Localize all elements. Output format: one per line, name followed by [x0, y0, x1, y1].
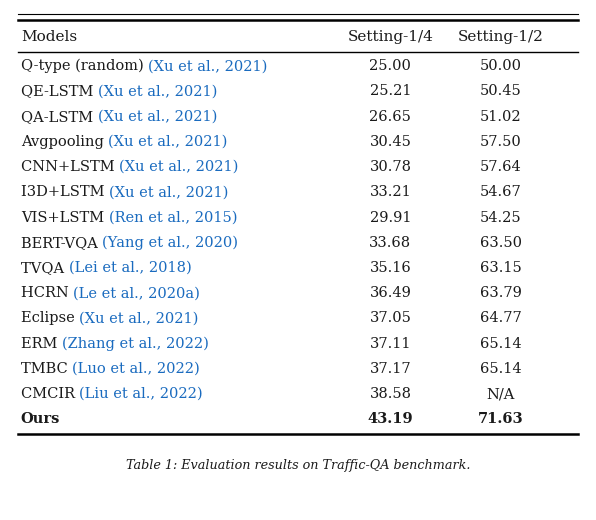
Text: 26.65: 26.65	[370, 110, 411, 124]
Text: (Xu et al., 2021): (Xu et al., 2021)	[98, 84, 217, 98]
Text: (Lei et al., 2018): (Lei et al., 2018)	[69, 261, 191, 275]
Text: (Xu et al., 2021): (Xu et al., 2021)	[98, 110, 217, 124]
Text: 37.05: 37.05	[370, 311, 411, 326]
Text: (Liu et al., 2022): (Liu et al., 2022)	[79, 387, 203, 401]
Text: 25.00: 25.00	[370, 59, 411, 73]
Text: 71.63: 71.63	[478, 412, 523, 426]
Text: 63.15: 63.15	[480, 261, 522, 275]
Text: 37.17: 37.17	[370, 362, 411, 376]
Text: 63.50: 63.50	[480, 236, 522, 250]
Text: (Luo et al., 2022): (Luo et al., 2022)	[72, 362, 200, 376]
Text: 54.67: 54.67	[480, 185, 522, 199]
Text: (Xu et al., 2021): (Xu et al., 2021)	[148, 59, 268, 73]
Text: 57.50: 57.50	[480, 135, 522, 149]
Text: 57.64: 57.64	[480, 160, 522, 174]
Text: 65.14: 65.14	[480, 362, 522, 376]
Text: 65.14: 65.14	[480, 336, 522, 350]
Text: (Xu et al., 2021): (Xu et al., 2021)	[79, 311, 198, 326]
Text: QA-LSTM: QA-LSTM	[21, 110, 98, 124]
Text: I3D+LSTM: I3D+LSTM	[21, 185, 109, 199]
Text: 29.91: 29.91	[370, 211, 411, 225]
Text: 33.21: 33.21	[370, 185, 411, 199]
Text: 35.16: 35.16	[370, 261, 411, 275]
Text: QE-LSTM: QE-LSTM	[21, 84, 98, 98]
Text: Table 1: Evaluation results on Traffic-QA benchmark.: Table 1: Evaluation results on Traffic-Q…	[126, 459, 470, 472]
Text: (Xu et al., 2021): (Xu et al., 2021)	[119, 160, 238, 174]
Text: VIS+LSTM: VIS+LSTM	[21, 211, 108, 225]
Text: HCRN: HCRN	[21, 286, 73, 300]
Text: Q-type (random): Q-type (random)	[21, 59, 148, 73]
Text: (Xu et al., 2021): (Xu et al., 2021)	[109, 185, 228, 199]
Text: (Le et al., 2020a): (Le et al., 2020a)	[73, 286, 200, 300]
Text: 43.19: 43.19	[368, 412, 413, 426]
Text: (Yang et al., 2020): (Yang et al., 2020)	[103, 236, 238, 250]
Text: (Ren et al., 2015): (Ren et al., 2015)	[108, 211, 237, 225]
Text: 33.68: 33.68	[370, 236, 411, 250]
Text: Ours: Ours	[21, 412, 60, 426]
Text: 64.77: 64.77	[480, 311, 522, 326]
Text: Models: Models	[21, 30, 77, 44]
Text: Eclipse: Eclipse	[21, 311, 79, 326]
Text: ERM: ERM	[21, 336, 62, 350]
Text: 38.58: 38.58	[370, 387, 411, 401]
Text: BERT-VQA: BERT-VQA	[21, 236, 103, 250]
Text: 36.49: 36.49	[370, 286, 411, 300]
Text: Avgpooling: Avgpooling	[21, 135, 108, 149]
Text: 30.78: 30.78	[370, 160, 411, 174]
Text: (Zhang et al., 2022): (Zhang et al., 2022)	[62, 336, 209, 351]
Text: 30.45: 30.45	[370, 135, 411, 149]
Text: CMCIR: CMCIR	[21, 387, 79, 401]
Text: 54.25: 54.25	[480, 211, 522, 225]
Text: TMBC: TMBC	[21, 362, 72, 376]
Text: 50.00: 50.00	[480, 59, 522, 73]
Text: N/A: N/A	[486, 387, 515, 401]
Text: 50.45: 50.45	[480, 84, 522, 98]
Text: Setting-1/2: Setting-1/2	[458, 30, 544, 44]
Text: TVQA: TVQA	[21, 261, 69, 275]
Text: CNN+LSTM: CNN+LSTM	[21, 160, 119, 174]
Text: 37.11: 37.11	[370, 336, 411, 350]
Text: 25.21: 25.21	[370, 84, 411, 98]
Text: (Xu et al., 2021): (Xu et al., 2021)	[108, 135, 228, 149]
Text: Setting-1/4: Setting-1/4	[347, 30, 433, 44]
Text: 51.02: 51.02	[480, 110, 522, 124]
Text: 63.79: 63.79	[480, 286, 522, 300]
